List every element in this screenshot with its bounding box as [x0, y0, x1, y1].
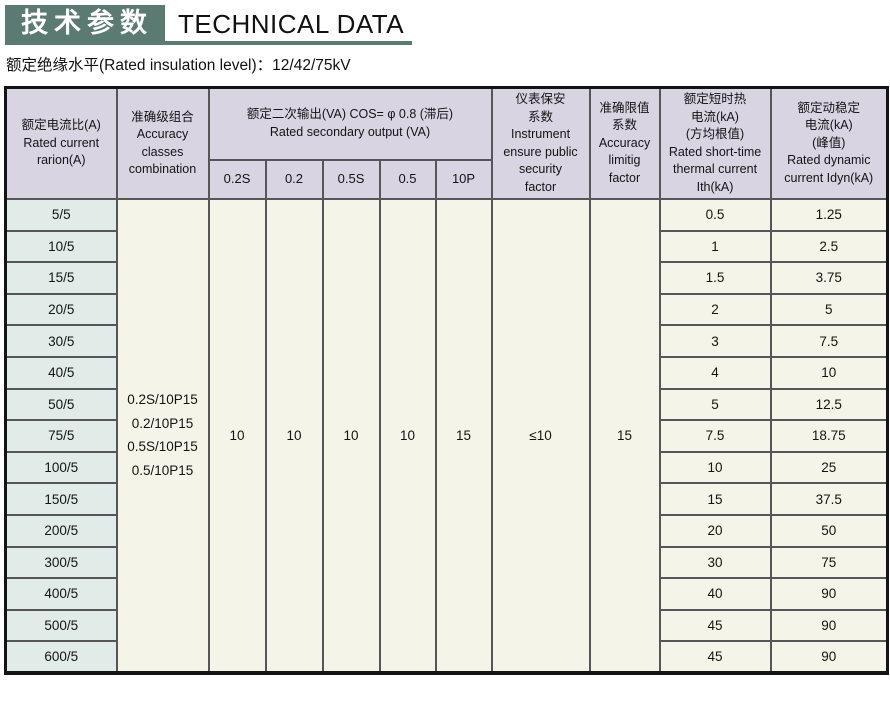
- dynamic-current-cell: 7.5: [769, 324, 889, 358]
- page-title-en: TECHNICAL DATA: [178, 9, 405, 39]
- header-secondary-output: 额定二次输出(VA) COS= φ 0.8 (滞后) Rated seconda…: [207, 86, 493, 161]
- dynamic-current-cell: 37.5: [769, 482, 889, 516]
- dynamic-current-cell: 50: [769, 513, 889, 548]
- table-row: 20/5 2 5: [4, 292, 889, 327]
- ratio-cell: 10/5: [4, 229, 118, 264]
- header-limit-factor: 准确限值 系数 Accuracy limitig factor: [588, 86, 661, 200]
- ratio-cell: 5/5: [4, 198, 118, 232]
- thermal-current-cell: 40: [658, 577, 772, 611]
- header-security-factor: 仪表保安 系数 Instrument ensure public securit…: [490, 86, 591, 200]
- security-factor-cell: ≤10: [490, 198, 591, 674]
- dynamic-current-cell: 1.25: [769, 198, 889, 232]
- thermal-current-cell: 4: [658, 355, 772, 390]
- header-output-subcol: 0.5S: [321, 158, 381, 201]
- output-value-cell: 10: [321, 198, 381, 674]
- thermal-current-cell: 0.5: [658, 198, 772, 232]
- table-header-row-main: 额定电流比(A) Rated current rarion(A) 准确级组合 A…: [4, 86, 889, 200]
- accuracy-classes-cell: 0.2S/10P15 0.2/10P15 0.5S/10P15 0.5/10P1…: [115, 198, 210, 674]
- table-row: 15/5 1.5 3.75: [4, 261, 889, 295]
- page-title-cn: 技术参数: [5, 5, 165, 41]
- dynamic-current-cell: 12.5: [769, 387, 889, 422]
- dynamic-current-cell: 10: [769, 355, 889, 390]
- thermal-current-cell: 3: [658, 324, 772, 358]
- dynamic-current-cell: 90: [769, 640, 889, 674]
- dynamic-current-cell: 3.75: [769, 261, 889, 295]
- ratio-cell: 100/5: [4, 450, 118, 485]
- header-current-ratio: 额定电流比(A) Rated current rarion(A): [4, 86, 118, 200]
- table-row: 40/5 4 10: [4, 355, 889, 390]
- dynamic-current-cell: 18.75: [769, 419, 889, 453]
- ratio-cell: 40/5: [4, 355, 118, 390]
- thermal-current-cell: 30: [658, 545, 772, 580]
- dynamic-current-cell: 90: [769, 577, 889, 611]
- header-accuracy-classes: 准确级组合 Accuracy classes combination: [115, 86, 210, 200]
- table-row: 30/5 3 7.5: [4, 324, 889, 358]
- ratio-cell: 600/5: [4, 640, 118, 674]
- ratio-cell: 300/5: [4, 545, 118, 580]
- thermal-current-cell: 5: [658, 387, 772, 422]
- ratio-cell: 30/5: [4, 324, 118, 358]
- table-row: 10/5 1 2.5: [4, 229, 889, 264]
- thermal-current-cell: 10: [658, 450, 772, 485]
- table-row: 150/5 15 37.5: [4, 482, 889, 516]
- table-row: 300/5 30 75: [4, 545, 889, 580]
- ratio-cell: 150/5: [4, 482, 118, 516]
- header-output-subcol: 10P: [434, 158, 493, 201]
- thermal-current-cell: 20: [658, 513, 772, 548]
- header-thermal-current: 额定短时热 电流(kA) (方均根值) Rated short-time the…: [658, 86, 772, 200]
- table-row: 5/5 0.2S/10P15 0.2/10P15 0.5S/10P15 0.5/…: [4, 198, 889, 674]
- output-value-cell: 10: [207, 198, 267, 674]
- output-value-cell: 10: [264, 198, 324, 674]
- ratio-cell: 15/5: [4, 261, 118, 295]
- title-bar: 技术参数 TECHNICAL DATA: [5, 5, 413, 45]
- dynamic-current-cell: 2.5: [769, 229, 889, 264]
- table-row: 600/5 45 90: [4, 640, 889, 674]
- technical-data-table: 额定电流比(A) Rated current rarion(A) 准确级组合 A…: [4, 86, 890, 675]
- table-header-row-sub: 0.2S 0.2 0.5S 0.5 10P: [6, 158, 888, 201]
- ratio-cell: 75/5: [4, 419, 118, 453]
- ratio-cell: 500/5: [4, 608, 118, 643]
- ratio-cell: 400/5: [4, 577, 118, 611]
- thermal-current-cell: 2: [658, 292, 772, 327]
- dynamic-current-cell: 75: [769, 545, 889, 580]
- dynamic-current-cell: 25: [769, 450, 889, 485]
- ratio-cell: 20/5: [4, 292, 118, 327]
- thermal-current-cell: 45: [658, 608, 772, 643]
- document-header: 技术参数 TECHNICAL DATA 额定绝缘水平(Rated insulat…: [4, 5, 886, 75]
- ratio-cell: 50/5: [4, 387, 118, 422]
- thermal-current-cell: 45: [658, 640, 772, 674]
- dynamic-current-cell: 5: [769, 292, 889, 327]
- header-output-subcol: 0.2S: [207, 158, 267, 201]
- table-row: 50/5 5 12.5: [4, 387, 889, 422]
- thermal-current-cell: 7.5: [658, 419, 772, 453]
- table-row: 200/5 20 50: [4, 513, 889, 548]
- header-output-subcol: 0.2: [264, 158, 324, 201]
- table-row: 400/5 40 90: [4, 577, 889, 611]
- limit-factor-cell: 15: [588, 198, 661, 674]
- output-value-cell: 10: [378, 198, 437, 674]
- header-dynamic-current: 额定动稳定 电流(kA) (峰值) Rated dynamic current …: [769, 86, 889, 200]
- table-row: 500/5 45 90: [4, 608, 889, 643]
- table-row: 100/5 10 25: [4, 450, 889, 485]
- thermal-current-cell: 1.5: [658, 261, 772, 295]
- ratio-cell: 200/5: [4, 513, 118, 548]
- dynamic-current-cell: 90: [769, 608, 889, 643]
- table-row: 75/5 7.5 18.75: [4, 419, 889, 453]
- output-value-cell: 15: [434, 198, 493, 674]
- rated-insulation-level: 额定绝缘水平(Rated insulation level)：12/42/75k…: [6, 57, 351, 74]
- header-output-subcol: 0.5: [378, 158, 437, 201]
- thermal-current-cell: 15: [658, 482, 772, 516]
- thermal-current-cell: 1: [658, 229, 772, 264]
